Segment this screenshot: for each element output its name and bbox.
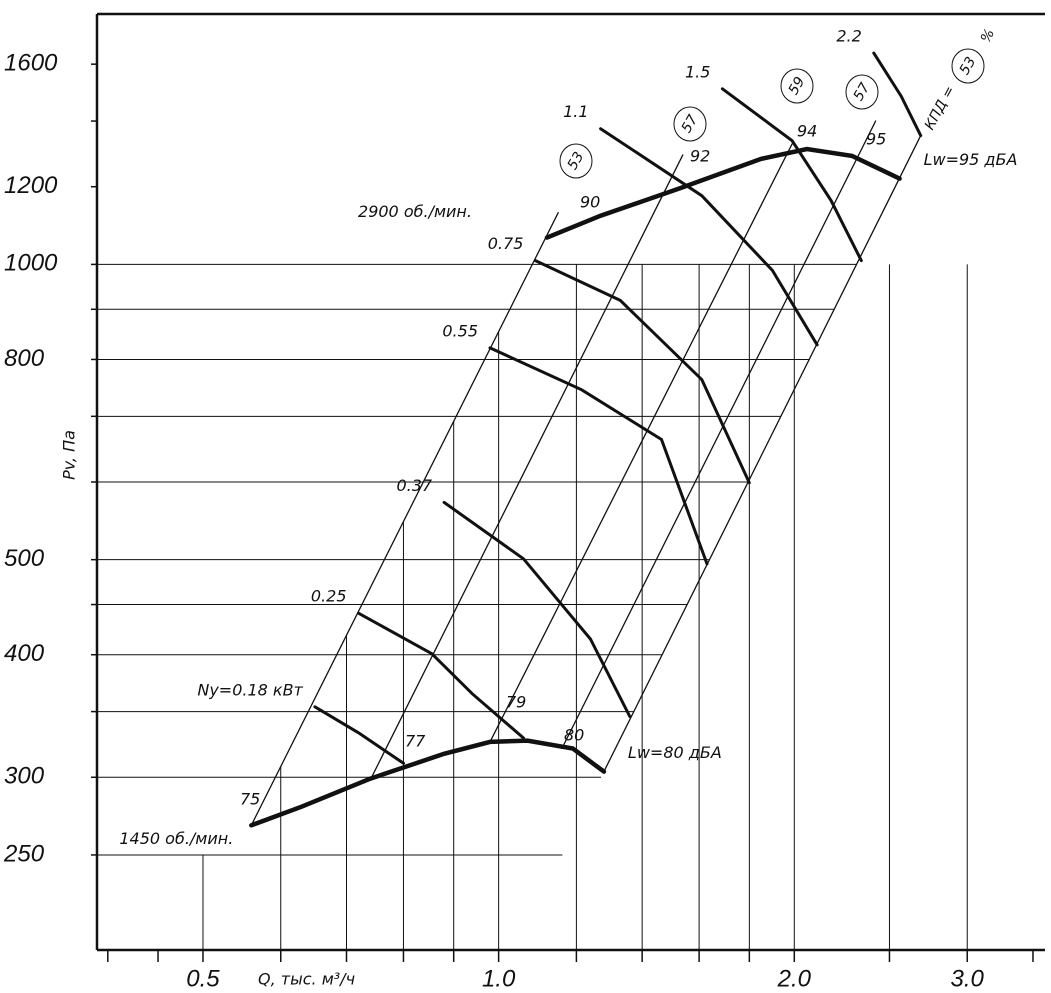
noise-level: 77 bbox=[405, 732, 426, 751]
noise-level: 95 bbox=[866, 130, 886, 149]
efficiency-line bbox=[561, 120, 877, 750]
efficiency-value: 57 bbox=[679, 112, 702, 136]
noise-label: Lw=95 дБА bbox=[924, 150, 1018, 169]
x-tick-label: 2.0 bbox=[777, 965, 812, 992]
efficiency-circle bbox=[951, 48, 985, 84]
power-curve bbox=[872, 51, 923, 138]
noise-level: 90 bbox=[580, 193, 600, 212]
efficiency-line bbox=[603, 134, 922, 773]
speed-label: 1450 об./мин. bbox=[119, 829, 233, 848]
y-tick-label: 500 bbox=[4, 545, 45, 572]
power-label: 1.1 bbox=[563, 102, 588, 121]
power-label: 0.75 bbox=[488, 234, 524, 253]
power-curve bbox=[599, 127, 819, 347]
noise-level: 79 bbox=[506, 693, 526, 712]
efficiency-unit: % bbox=[978, 26, 998, 45]
efficiency-line bbox=[369, 154, 684, 781]
y-axis-title: Pv, Па bbox=[60, 430, 79, 480]
efficiency-circle bbox=[673, 106, 707, 142]
power-curve bbox=[533, 259, 751, 485]
noise-level: 80 bbox=[564, 726, 584, 745]
efficiency-value: 53 bbox=[957, 54, 980, 77]
efficiency-circle bbox=[559, 143, 593, 179]
y-tick-label: 1000 bbox=[4, 250, 58, 277]
x-tick-label: 0.5 bbox=[186, 965, 220, 992]
x-axis-title: Q, тыс. м³/ч bbox=[258, 970, 355, 989]
power-curve bbox=[442, 500, 632, 718]
efficiency-value: 53 bbox=[565, 149, 588, 172]
efficiency-circle bbox=[845, 74, 879, 110]
power-label: Ny=0.18 кВт bbox=[197, 680, 303, 699]
noise-label: Lw=80 дБА bbox=[628, 743, 722, 762]
power-curve bbox=[357, 611, 525, 740]
x-tick-label: 1.0 bbox=[482, 965, 516, 992]
noise-level: 94 bbox=[797, 122, 817, 141]
power-curve bbox=[488, 346, 709, 566]
y-tick-label: 1200 bbox=[4, 172, 58, 199]
y-tick-label: 300 bbox=[4, 763, 45, 790]
efficiency-line bbox=[250, 212, 559, 826]
efficiency-label: КПД = bbox=[922, 83, 958, 133]
noise-level: 75 bbox=[240, 790, 260, 809]
power-curve bbox=[313, 705, 405, 765]
y-tick-label: 1600 bbox=[4, 50, 58, 77]
x-tick-label: 3.0 bbox=[951, 965, 985, 992]
noise-level: 92 bbox=[690, 147, 710, 166]
efficiency-value: 57 bbox=[851, 80, 874, 104]
y-tick-label: 800 bbox=[4, 345, 45, 372]
efficiency-circle bbox=[780, 68, 814, 104]
power-label: 0.37 bbox=[396, 476, 432, 495]
y-tick-label: 400 bbox=[4, 640, 45, 667]
efficiency-line bbox=[489, 143, 793, 743]
speed-curve bbox=[544, 146, 902, 240]
speed-label: 2900 об./мин. bbox=[358, 202, 472, 221]
efficiency-value: 59 bbox=[786, 74, 809, 98]
power-label: 0.55 bbox=[442, 321, 478, 340]
power-label: 1.5 bbox=[685, 62, 710, 81]
power-curve bbox=[720, 87, 863, 263]
y-tick-label: 250 bbox=[3, 840, 45, 867]
power-label: 2.2 bbox=[836, 27, 861, 46]
speed-curve bbox=[249, 738, 607, 828]
power-label: 0.25 bbox=[311, 587, 347, 606]
